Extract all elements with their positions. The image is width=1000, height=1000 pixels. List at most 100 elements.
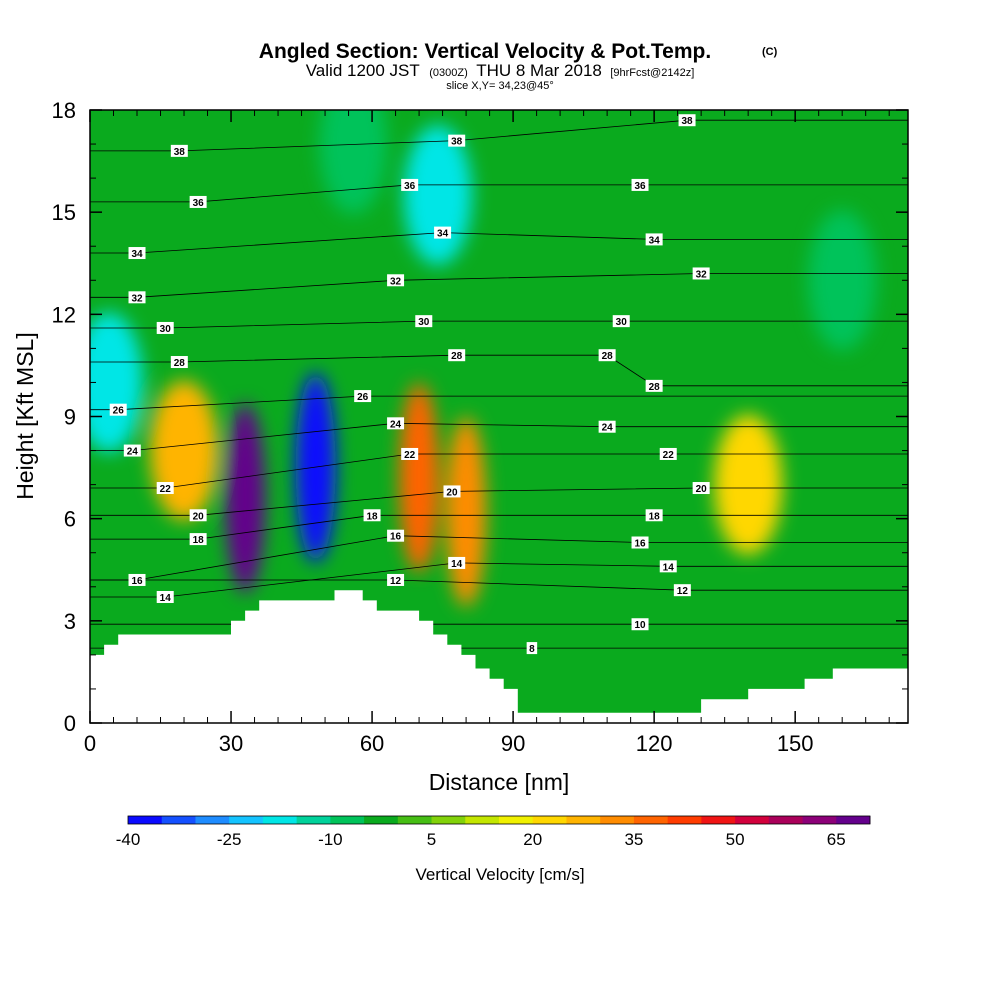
colorbar-swatch — [195, 816, 230, 824]
velocity-feature-0 — [225, 403, 266, 594]
contour-label-text: 28 — [451, 351, 463, 362]
contour-label-30: 30 — [415, 315, 433, 328]
contour-label-36: 36 — [401, 178, 419, 192]
y-tick-label: 6 — [64, 507, 76, 532]
colorbar-swatch — [330, 816, 365, 824]
velocity-feature-6 — [90, 312, 143, 453]
contour-label-bg — [631, 618, 649, 631]
colorbar-label: 65 — [827, 830, 846, 849]
contour-label-text: 20 — [193, 511, 205, 522]
contour-label-text: 30 — [160, 324, 172, 335]
colorbar-label: 50 — [726, 830, 745, 849]
y-tick-label: 9 — [64, 405, 76, 430]
contour-label-22: 22 — [401, 447, 419, 461]
contour-label-text: 16 — [390, 532, 402, 543]
contour-label-text: 24 — [602, 423, 614, 434]
contour-label-bg — [401, 447, 419, 460]
contour-label-bg — [189, 509, 207, 522]
contour-label-text: 22 — [160, 484, 172, 495]
contour-label-22: 22 — [156, 482, 174, 495]
contour-label-28: 28 — [598, 349, 616, 362]
contour-label-bg — [598, 349, 616, 362]
y-tick-label: 0 — [64, 711, 76, 736]
contour-label-bg — [156, 482, 174, 495]
velocity-field — [90, 110, 877, 607]
contour-label-text: 34 — [131, 249, 143, 260]
contour-label-bg — [526, 642, 538, 655]
contour-label-12: 12 — [673, 584, 691, 597]
contour-label-text: 8 — [529, 644, 535, 655]
contour-label-bg — [645, 509, 663, 522]
contour-label-bg — [128, 291, 146, 304]
contour-label-text: 24 — [390, 419, 402, 430]
chart-title: Angled Section: Vertical Velocity & Pot.… — [259, 40, 711, 63]
contour-label-bg — [109, 403, 127, 416]
contour-label-34: 34 — [128, 247, 146, 260]
contour-label-bg — [692, 267, 710, 280]
contour-label-bg — [128, 573, 146, 586]
contour-label-text: 30 — [418, 317, 430, 328]
contour-label-38: 38 — [170, 144, 188, 158]
colorbar-label: -25 — [217, 830, 242, 849]
colorbar-swatch — [836, 816, 871, 824]
colorbar-frame — [127, 815, 871, 825]
velocity-feature-5 — [403, 125, 472, 266]
contour-label-bg — [448, 134, 466, 147]
colorbar-swatch — [296, 816, 331, 824]
colorbar-swatch — [802, 816, 837, 824]
colorbar-swatch — [262, 816, 298, 824]
contour-label-28: 28 — [645, 379, 663, 393]
y-axis: 0 36 9 12 15 18 — [52, 98, 908, 736]
x-axis-title: Distance [nm] — [429, 769, 570, 795]
contour-label-8: 8 — [526, 642, 538, 655]
contour-label-text: 32 — [696, 269, 708, 280]
colorbar-swatch — [465, 816, 500, 824]
contour-label-26: 26 — [354, 390, 372, 403]
contour-label-14: 14 — [659, 560, 677, 573]
contour-label-text: 18 — [649, 511, 661, 522]
colorbar-swatch — [499, 816, 534, 824]
contour-label-text: 12 — [677, 586, 689, 597]
contour-label-32: 32 — [387, 274, 405, 287]
contour-label-bg — [170, 356, 188, 369]
contour-label-bg — [659, 560, 677, 573]
contour-label-text: 26 — [113, 406, 125, 417]
y-axis-title: Height [Kft MSL] — [12, 332, 38, 499]
contour-label-text: 28 — [649, 382, 661, 393]
subtitle-valid: Valid 1200 JST — [306, 61, 420, 80]
contour-label-bg — [448, 556, 466, 569]
contour-label-text: 20 — [446, 487, 458, 498]
contour-label-bg — [631, 178, 649, 191]
contour-label-text: 18 — [193, 535, 205, 546]
x-tick-label: 120 — [636, 731, 673, 756]
y-tick-label: 15 — [52, 200, 76, 225]
colorbar-labels: -40 -25 -10 5 20 35 50 65 — [116, 830, 846, 849]
contour-label-bg — [659, 447, 677, 460]
contour-label-bg — [692, 482, 710, 495]
colorbar-swatch — [532, 816, 567, 824]
contour-label-bg — [354, 390, 372, 403]
chart-subtitle: Valid 1200 JST (0300Z) THU 8 Mar 2018 [9… — [306, 61, 695, 80]
contour-label-text: 24 — [127, 447, 139, 458]
contour-label-bg — [631, 536, 649, 549]
contour-label-bg — [448, 349, 466, 362]
contour-line-12 — [90, 579, 908, 591]
velocity-feature-9 — [714, 414, 783, 555]
contour-label-26: 26 — [109, 403, 127, 417]
colorbar-swatch — [735, 816, 770, 824]
contour-label-text: 38 — [681, 116, 693, 127]
velocity-feature-8 — [808, 210, 877, 351]
x-tick-label: 60 — [360, 731, 384, 756]
contour-label-text: 12 — [390, 576, 402, 587]
colorbar — [127, 815, 871, 825]
contour-label-14: 14 — [156, 590, 174, 604]
colorbar-swatch — [768, 816, 803, 824]
contour-label-16: 16 — [128, 573, 146, 587]
contour-label-bg — [189, 195, 207, 208]
contour-label-38: 38 — [678, 114, 696, 127]
contour-label-34: 34 — [645, 233, 663, 246]
contour-label-12: 12 — [387, 573, 405, 587]
colorbar-title: Vertical Velocity [cm/s] — [415, 865, 584, 884]
contour-label-text: 14 — [160, 593, 172, 604]
